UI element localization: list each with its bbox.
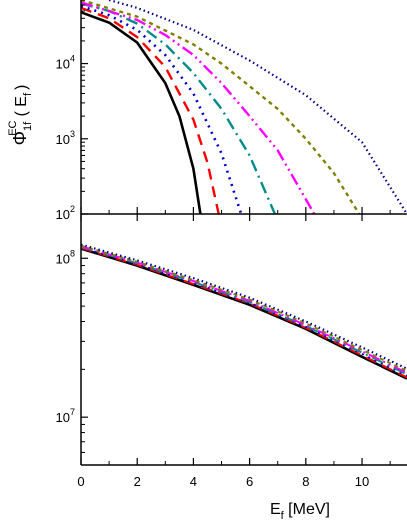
x-tick-label: 8: [302, 474, 309, 489]
y-tick-label: 104: [56, 54, 75, 72]
x-tick-label: 10: [355, 474, 369, 489]
series-line-3: [81, 246, 407, 377]
series-line-6: [81, 244, 407, 373]
x-title-unit: [MeV]: [284, 501, 330, 518]
y-title-sub: 1f: [22, 121, 34, 131]
y-title-sup: EC: [7, 120, 19, 135]
x-tick-label: 2: [134, 474, 141, 489]
bottom-panel: 0 2 4 6 8 10 107 108: [56, 214, 407, 489]
x-tick-label: 4: [190, 474, 197, 489]
series-line-2: [81, 247, 407, 379]
series-line-5: [81, 1, 316, 214]
series-line-1: [81, 247, 407, 380]
series-line-4: [81, 2, 277, 214]
series-line-2: [81, 6, 220, 214]
y-tick-label: 108: [56, 248, 75, 266]
y-tick-label: 102: [56, 204, 75, 222]
y-title-close: ): [13, 85, 30, 90]
series-line-1: [81, 11, 202, 214]
y-title-main: Φ: [10, 131, 30, 145]
x-title-sub: f: [281, 510, 285, 522]
series-line-7: [81, 243, 407, 370]
top-panel: 102 103 104: [56, 0, 407, 222]
y-axis-title: Φ1fEC ( Ef): [7, 85, 34, 146]
series-line-6: [81, 0, 361, 214]
x-tick-label: 0: [77, 474, 84, 489]
y-tick-label: 103: [56, 129, 75, 147]
y-title-arg: ( E: [13, 96, 30, 116]
plot-area: [81, 0, 407, 214]
y-title-arg-sub: f: [22, 92, 34, 96]
plot-area: [81, 243, 407, 380]
series-line-3: [81, 4, 243, 214]
x-tick-label: 6: [246, 474, 253, 489]
x-title-main: E: [270, 501, 281, 518]
y-tick-label: 107: [56, 407, 75, 425]
series-line-7: [108, 0, 407, 214]
x-axis-title: Ef [MeV]: [270, 501, 330, 522]
